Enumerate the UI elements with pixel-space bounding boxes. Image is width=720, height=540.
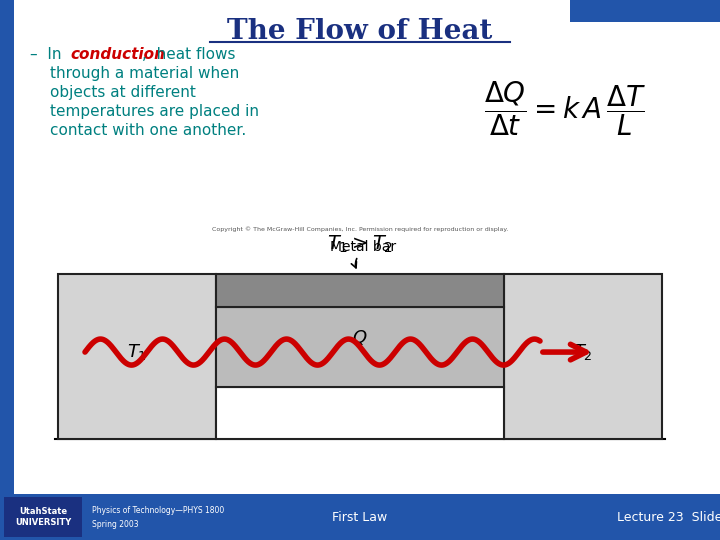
Text: ,  heat flows: , heat flows bbox=[142, 47, 235, 62]
Text: UtahState
UNIVERSITY: UtahState UNIVERSITY bbox=[15, 507, 71, 528]
Text: Copyright © The McGraw-Hill Companies, Inc. Permission required for reproduction: Copyright © The McGraw-Hill Companies, I… bbox=[212, 226, 508, 232]
Bar bbox=[216, 307, 504, 387]
Bar bbox=[216, 387, 504, 439]
Bar bbox=[4, 497, 82, 537]
Bar bbox=[570, 0, 720, 22]
Bar bbox=[0, 0, 14, 494]
Bar bbox=[216, 274, 504, 307]
Text: $\dfrac{\Delta Q}{\Delta t} = k\, A\, \dfrac{\Delta T}{L}$: $\dfrac{\Delta Q}{\Delta t} = k\, A\, \d… bbox=[484, 79, 646, 138]
Text: Lecture 23  Slide 35: Lecture 23 Slide 35 bbox=[617, 510, 720, 524]
Text: The Flow of Heat: The Flow of Heat bbox=[228, 18, 492, 45]
Text: $T_1$: $T_1$ bbox=[127, 342, 147, 362]
Text: temperatures are placed in: temperatures are placed in bbox=[50, 104, 259, 119]
Text: objects at different: objects at different bbox=[50, 85, 196, 100]
Text: conduction: conduction bbox=[70, 47, 165, 62]
Text: Physics of Technology—PHYS 1800: Physics of Technology—PHYS 1800 bbox=[92, 505, 224, 515]
Text: $Q$: $Q$ bbox=[352, 328, 368, 347]
Text: contact with one another.: contact with one another. bbox=[50, 123, 246, 138]
Text: Spring 2003: Spring 2003 bbox=[92, 519, 139, 529]
Text: First Law: First Law bbox=[333, 510, 387, 524]
Bar bbox=[58, 274, 216, 439]
Text: through a material when: through a material when bbox=[50, 66, 239, 81]
Text: $T_1 > T_2$: $T_1 > T_2$ bbox=[327, 234, 393, 255]
Bar bbox=[504, 274, 662, 439]
Text: Metal bar: Metal bar bbox=[330, 240, 396, 254]
Text: –  In: – In bbox=[30, 47, 66, 62]
Text: $T_2$: $T_2$ bbox=[573, 342, 593, 362]
